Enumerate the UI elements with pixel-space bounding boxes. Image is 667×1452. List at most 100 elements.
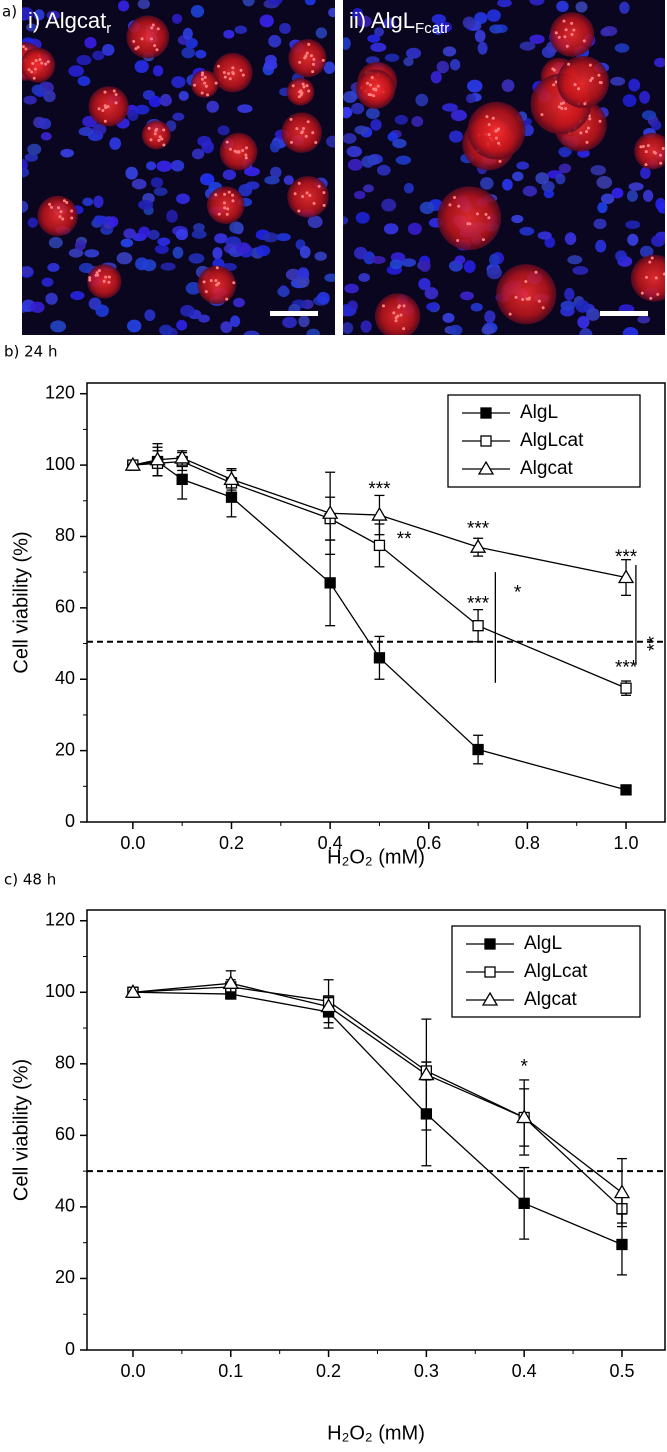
image-label-main: ii) AlgL (349, 8, 415, 33)
spheroid-dot (231, 193, 235, 197)
spheroid-dot (572, 28, 576, 32)
legend-marker (480, 407, 492, 419)
nucleus (370, 118, 382, 131)
nucleus (127, 109, 139, 122)
spheroid-dot (223, 192, 227, 196)
spheroid-dot (202, 280, 206, 284)
y-axis-label: Cell viability (%) (10, 1059, 32, 1201)
nucleus (147, 229, 160, 240)
nucleus (306, 328, 321, 335)
nucleus (237, 104, 253, 114)
spheroid-dot (231, 199, 235, 203)
spheroid-dot (103, 119, 107, 123)
nucleus (353, 190, 366, 200)
nucleus (463, 260, 476, 273)
nucleus (145, 161, 157, 171)
nucleus (600, 193, 615, 205)
nucleus (519, 41, 536, 51)
nucleus (198, 314, 210, 323)
nucleus (602, 26, 618, 37)
nucleus (283, 175, 294, 186)
nucleus (356, 15, 372, 28)
nucleus (481, 324, 494, 335)
significance: *** (368, 479, 391, 500)
nucleus (217, 125, 230, 136)
spheroid-dot (305, 51, 309, 55)
nucleus (516, 161, 530, 170)
nucleus (242, 0, 255, 7)
nucleus (268, 34, 282, 48)
spheroid-dot (17, 67, 20, 70)
nucleus (116, 252, 133, 265)
nucleus (259, 14, 274, 28)
image-label: ii) AlgLFcatr (349, 8, 449, 37)
nucleus (512, 171, 524, 182)
spheroid-dot (372, 94, 376, 98)
spheroid-dot (156, 27, 160, 31)
marker (472, 620, 484, 632)
spheroid-dot (554, 31, 558, 35)
spheroid-dot (112, 89, 116, 93)
nucleus (426, 302, 439, 311)
spheroid-dot (588, 63, 592, 67)
nucleus (529, 0, 545, 6)
nucleus (256, 245, 271, 257)
nucleus (411, 116, 424, 127)
x-tick-label: 1.0 (614, 833, 639, 853)
spheroid-dot (162, 143, 166, 147)
nucleus (564, 232, 577, 245)
nucleus (558, 163, 572, 174)
spheroid-dot (155, 127, 159, 131)
spheroid-dot (228, 77, 232, 81)
nucleus (355, 211, 370, 224)
nucleus (625, 220, 641, 229)
spheroid-dot (564, 28, 568, 32)
spheroid-dot (658, 153, 662, 157)
spheroid-dot (155, 48, 159, 52)
nucleus (511, 214, 524, 224)
spheroid-dot (203, 75, 207, 79)
nucleus (430, 71, 442, 84)
x-tick-label: 0.4 (318, 833, 343, 853)
marker (124, 456, 141, 471)
nucleus (166, 209, 178, 223)
nucleus (264, 175, 280, 185)
nucleus (156, 160, 172, 172)
plot-frame (86, 909, 666, 1351)
spheroid-dot (231, 72, 235, 76)
nucleus (92, 123, 107, 136)
spheroid-dot (226, 207, 230, 211)
nucleus (159, 324, 173, 335)
legend-marker (477, 460, 495, 475)
legend-label: AlgL (524, 933, 562, 954)
nucleus (344, 283, 359, 294)
spheroid-dot (237, 150, 241, 154)
spheroid-dot (369, 83, 373, 87)
nucleus (195, 49, 207, 59)
nucleus (597, 202, 608, 214)
plot-frame (86, 382, 666, 823)
spheroid-dot (102, 279, 106, 283)
nucleus (93, 195, 104, 208)
spheroid-dot (497, 127, 501, 131)
nucleus (567, 255, 583, 265)
spheroid-dot (38, 58, 42, 62)
spheroid-dot (648, 260, 652, 264)
spheroid-dot (241, 149, 245, 153)
spheroid-dot (508, 312, 512, 316)
nucleus (449, 58, 461, 71)
nucleus (418, 277, 431, 291)
nucleus (343, 90, 358, 103)
spheroid-dot (402, 304, 406, 308)
nucleus (365, 107, 380, 120)
spheroid-dot (559, 102, 563, 106)
spheroid-dot (34, 59, 38, 63)
nucleus (123, 228, 136, 239)
nucleus (170, 159, 185, 172)
marker (176, 473, 188, 486)
spheroid-dot (457, 204, 461, 208)
nucleus (191, 148, 205, 160)
spheroid-dot (94, 273, 98, 277)
nucleus (314, 251, 327, 261)
nucleus (24, 153, 38, 162)
